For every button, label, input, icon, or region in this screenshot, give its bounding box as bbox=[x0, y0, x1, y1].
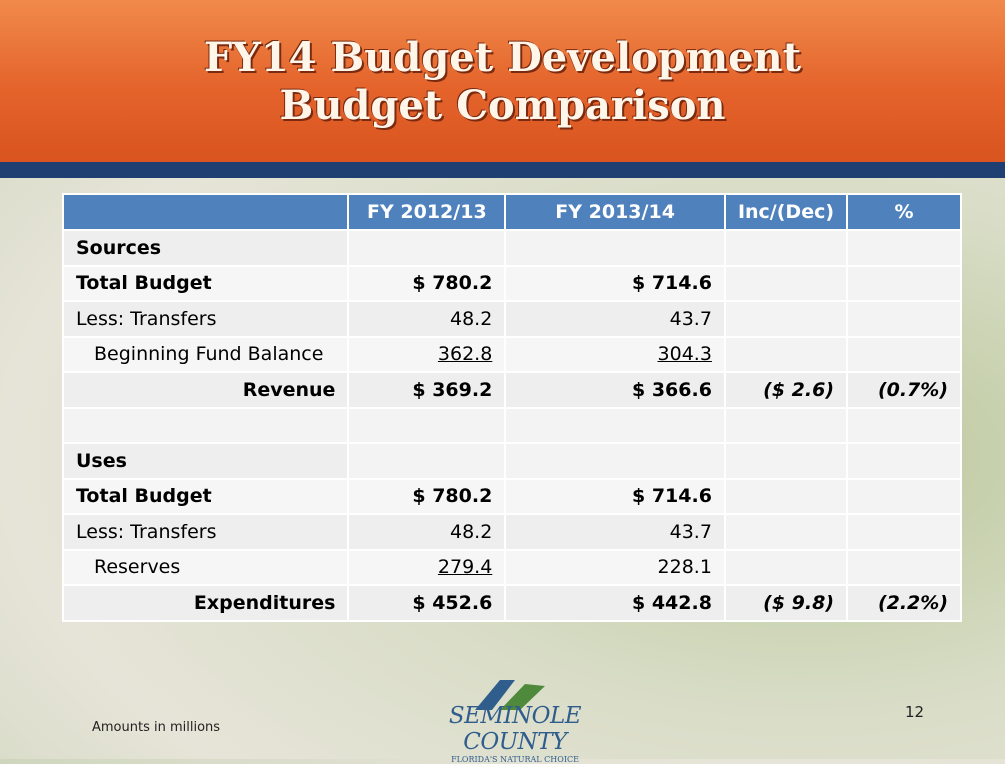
logo-mark bbox=[475, 680, 545, 710]
row-label: Reserves bbox=[61, 548, 350, 586]
row-label: Less: Transfers bbox=[61, 513, 350, 551]
table-row: Revenue $ 369.2 $ 366.6 ($ 2.6) (0.7%) bbox=[61, 371, 962, 409]
empty-cell bbox=[723, 229, 849, 267]
cell-value: 48.2 bbox=[347, 513, 507, 551]
row-label: Sources bbox=[61, 229, 350, 267]
footnote: Amounts in millions bbox=[92, 720, 221, 735]
row-label: Revenue bbox=[61, 371, 350, 409]
row-label: Less: Transfers bbox=[61, 300, 350, 338]
row-label: Expenditures bbox=[61, 584, 350, 622]
empty-cell bbox=[347, 229, 507, 267]
empty-cell bbox=[504, 406, 726, 444]
empty-cell bbox=[504, 442, 726, 480]
table-row: Reserves 279.4 228.1 bbox=[61, 548, 962, 586]
cell-value: $ 452.6 bbox=[347, 584, 507, 622]
cell-value: $ 366.6 bbox=[504, 371, 726, 409]
table-row: Sources bbox=[61, 229, 962, 267]
table-row: Total Budget $ 780.2 $ 714.6 bbox=[61, 477, 962, 515]
cell-value: $ 714.6 bbox=[504, 264, 726, 302]
cell-value: ($ 2.6) bbox=[723, 371, 849, 409]
budget-table: FY 2012/13 FY 2013/14 Inc/(Dec) % Source… bbox=[61, 193, 962, 622]
logo-tagline: FLORIDA'S NATURAL CHOICE bbox=[451, 755, 579, 764]
page-number: 12 bbox=[905, 703, 925, 721]
cell-value: $ 714.6 bbox=[504, 477, 726, 515]
cell-value: 362.8 bbox=[347, 335, 507, 373]
banner: FY14 Budget Development Budget Compariso… bbox=[0, 0, 1005, 178]
logo: SEMINOLE COUNTY FLORIDA'S NATURAL CHOICE bbox=[400, 683, 630, 764]
empty-cell bbox=[846, 477, 962, 515]
header-cell: Inc/(Dec) bbox=[723, 193, 849, 231]
title-line: FY14 Budget Development bbox=[203, 34, 802, 81]
cell-value: ($ 9.8) bbox=[723, 584, 849, 622]
row-label: Uses bbox=[61, 442, 350, 480]
header-cell bbox=[61, 193, 350, 231]
empty-cell bbox=[846, 300, 962, 338]
table-body: Sources Total Budget $ 780.2 $ 714.6 Less: T… bbox=[61, 229, 962, 622]
row-label: Total Budget bbox=[61, 477, 350, 515]
table-row: Uses bbox=[61, 442, 962, 480]
table-row: Less: Transfers 48.2 43.7 bbox=[61, 513, 962, 551]
cell-value: 43.7 bbox=[504, 300, 726, 338]
cell-value: $ 780.2 bbox=[347, 264, 507, 302]
cell-value: (0.7%) bbox=[846, 371, 962, 409]
empty-cell bbox=[723, 300, 849, 338]
empty-cell bbox=[723, 548, 849, 586]
cell-value: $ 369.2 bbox=[347, 371, 507, 409]
empty-cell bbox=[61, 406, 350, 444]
cell-value: 228.1 bbox=[504, 548, 726, 586]
empty-cell bbox=[846, 548, 962, 586]
title-line: Budget Comparison bbox=[279, 82, 726, 129]
empty-cell bbox=[723, 442, 849, 480]
table-row bbox=[61, 406, 962, 444]
cell-value: $ 780.2 bbox=[347, 477, 507, 515]
row-label: Total Budget bbox=[61, 264, 350, 302]
cell-value: (2.2%) bbox=[846, 584, 962, 622]
table-row: Beginning Fund Balance 362.8 304.3 bbox=[61, 335, 962, 373]
row-label: Beginning Fund Balance bbox=[61, 335, 350, 373]
cell-value: 48.2 bbox=[347, 300, 507, 338]
header-cell: FY 2013/14 bbox=[504, 193, 726, 231]
cell-value: 43.7 bbox=[504, 513, 726, 551]
empty-cell bbox=[846, 229, 962, 267]
empty-cell bbox=[723, 406, 849, 444]
table-row: Expenditures $ 452.6 $ 442.8 ($ 9.8) (2.2%) bbox=[61, 584, 962, 622]
empty-cell bbox=[846, 335, 962, 373]
cell-value: 279.4 bbox=[347, 548, 507, 586]
empty-cell bbox=[846, 513, 962, 551]
header-cell: % bbox=[846, 193, 962, 231]
header-row: FY 2012/13 FY 2013/14 Inc/(Dec) % bbox=[61, 193, 962, 231]
empty-cell bbox=[846, 442, 962, 480]
empty-cell bbox=[347, 406, 507, 444]
empty-cell bbox=[723, 335, 849, 373]
header-cell: FY 2012/13 bbox=[347, 193, 507, 231]
cell-value: $ 442.8 bbox=[504, 584, 726, 622]
empty-cell bbox=[723, 264, 849, 302]
logo-name: SEMINOLE COUNTY bbox=[448, 703, 582, 755]
empty-cell bbox=[846, 264, 962, 302]
empty-cell bbox=[846, 406, 962, 444]
cell-value: 304.3 bbox=[504, 335, 726, 373]
empty-cell bbox=[347, 442, 507, 480]
table-row: Less: Transfers 48.2 43.7 bbox=[61, 300, 962, 338]
table-row: Total Budget $ 780.2 $ 714.6 bbox=[61, 264, 962, 302]
empty-cell bbox=[723, 477, 849, 515]
empty-cell bbox=[504, 229, 726, 267]
empty-cell bbox=[723, 513, 849, 551]
